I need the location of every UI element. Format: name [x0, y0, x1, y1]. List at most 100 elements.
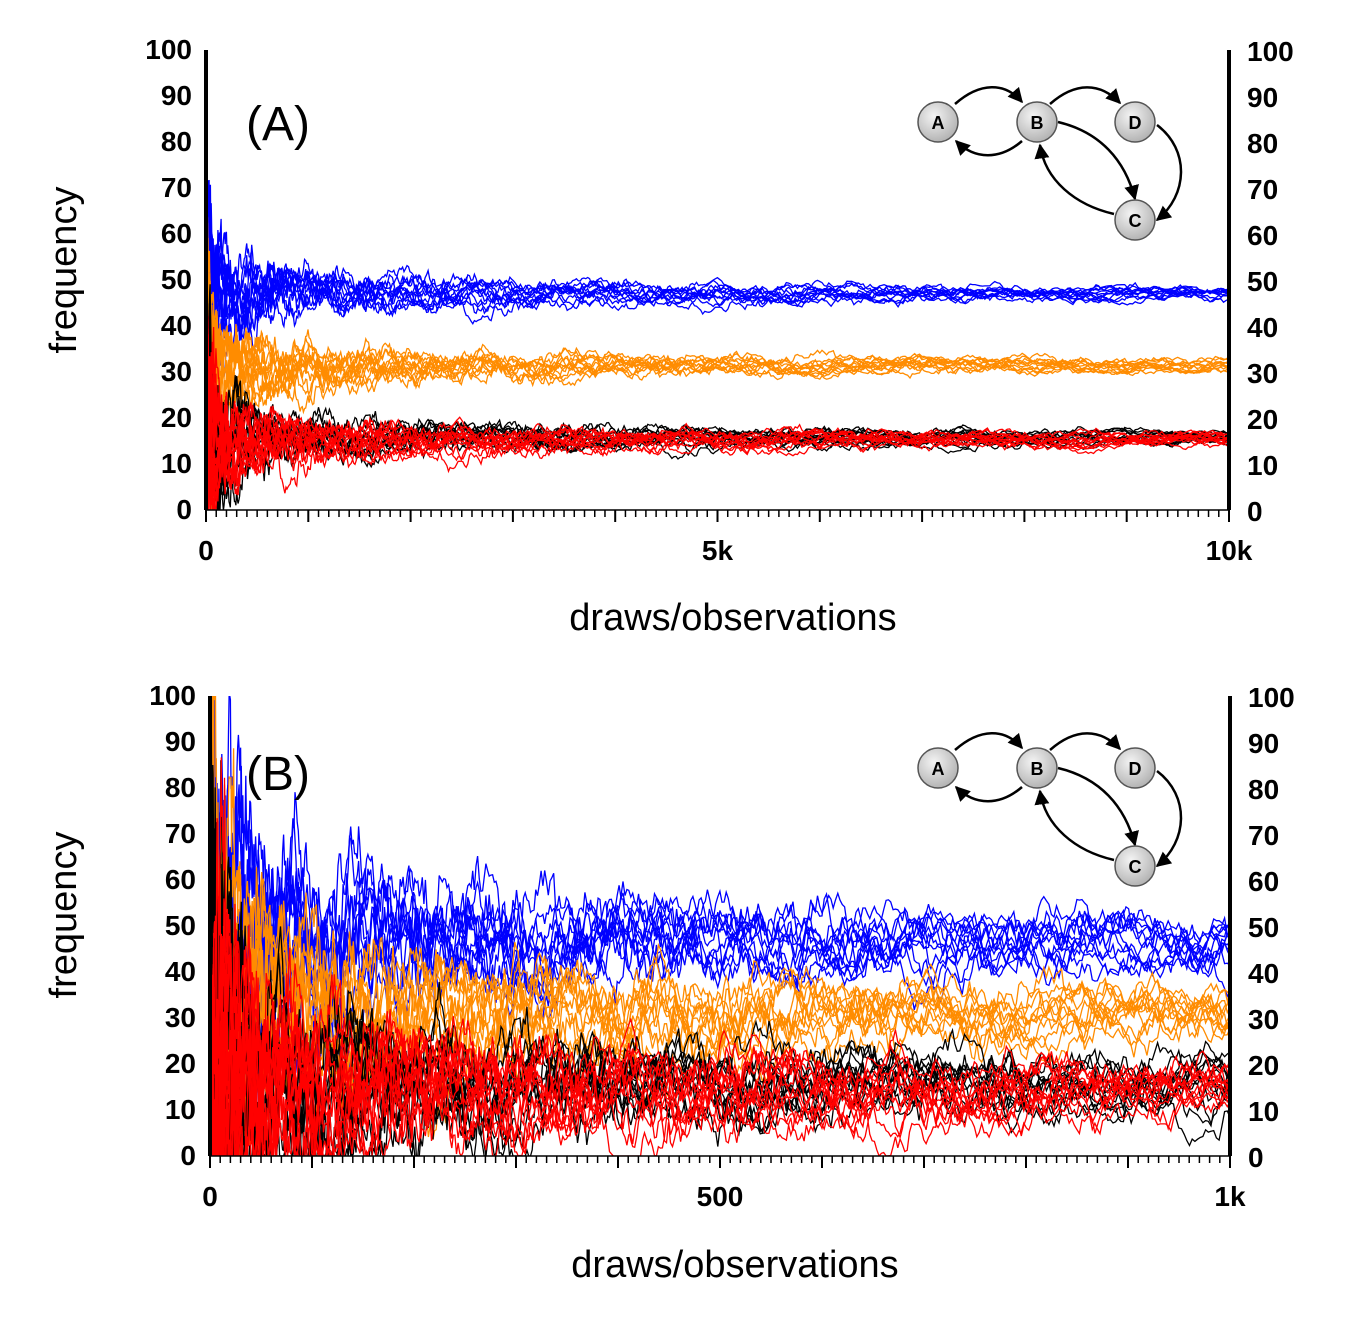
y-tick-label-right: 70	[1248, 820, 1279, 851]
y-tick-label-left: 70	[165, 818, 196, 849]
y-tick-label-left: 10	[161, 448, 192, 479]
node-c	[1114, 199, 1156, 241]
y-tick-label-right: 50	[1247, 266, 1278, 297]
node-a	[917, 747, 959, 789]
x-tick-label: 1k	[1214, 1181, 1246, 1212]
y-tick-label-right: 60	[1247, 220, 1278, 251]
y-tick-label-left: 50	[165, 910, 196, 941]
series-line	[206, 362, 1229, 510]
edge-b-a	[954, 785, 1023, 803]
panel-a-lines	[206, 50, 1229, 510]
y-tick-label-right: 90	[1247, 82, 1278, 113]
series-line	[210, 961, 1230, 1156]
series-line	[206, 271, 1229, 416]
y-tick-label-right: 10	[1247, 450, 1278, 481]
series-orange	[206, 136, 1229, 510]
node-a	[917, 101, 959, 143]
node-label-c: C	[1129, 857, 1142, 877]
node-label-b: B	[1031, 113, 1044, 133]
edge-b-c	[1057, 766, 1139, 847]
panel-a-network: A B C D	[917, 86, 1183, 241]
y-tick-label-right: 0	[1248, 1142, 1264, 1173]
series-line	[206, 210, 1229, 430]
series-line	[206, 312, 1229, 491]
series-line	[206, 195, 1229, 439]
series-line	[206, 235, 1229, 494]
series-red	[206, 198, 1229, 510]
y-tick-label-left: 90	[165, 726, 196, 757]
series-line	[210, 954, 1230, 1156]
series-line	[210, 879, 1230, 1156]
series-line	[206, 237, 1229, 510]
series-line	[206, 50, 1229, 360]
series-line	[206, 270, 1229, 510]
node-label-d: D	[1129, 759, 1142, 779]
edge-d-c	[1155, 124, 1183, 221]
edge-a-b	[954, 732, 1023, 751]
series-line	[210, 932, 1230, 1156]
node-label-a: A	[932, 113, 945, 133]
y-tick-label-left: 40	[161, 310, 192, 341]
y-tick-label-left: 30	[161, 356, 192, 387]
series-blue	[206, 50, 1229, 501]
y-tick-label-right: 30	[1248, 1004, 1279, 1035]
y-tick-label-right: 70	[1247, 174, 1278, 205]
y-tick-label-left: 80	[165, 772, 196, 803]
node-d	[1114, 101, 1156, 143]
series-line	[210, 915, 1230, 1156]
y-tick-label-right: 50	[1248, 912, 1279, 943]
y-tick-label-left: 0	[180, 1140, 196, 1171]
y-tick-label-left: 10	[165, 1094, 196, 1125]
x-tick-label: 500	[697, 1181, 744, 1212]
series-line	[206, 284, 1229, 510]
panel-a-label: (A)	[246, 98, 310, 151]
panel-a-xlabel: draws/observations	[569, 597, 896, 639]
y-tick-label-left: 100	[149, 680, 196, 711]
edge-b-d	[1049, 732, 1122, 751]
y-tick-label-left: 80	[161, 126, 192, 157]
series-line	[206, 215, 1229, 426]
y-tick-label-right: 20	[1247, 404, 1278, 435]
node-label-d: D	[1129, 113, 1142, 133]
node-label-b: B	[1031, 759, 1044, 779]
series-line	[206, 132, 1229, 368]
x-tick-label: 5k	[702, 535, 734, 566]
y-tick-label-left: 50	[161, 264, 192, 295]
y-tick-label-left: 40	[165, 956, 196, 987]
series-line	[206, 250, 1229, 431]
panel-b-label: (B)	[246, 748, 310, 801]
edge-a-b	[954, 86, 1023, 105]
edge-c-b	[1034, 143, 1115, 216]
series-line	[206, 303, 1229, 510]
series-line	[206, 315, 1229, 510]
panel-b-network: A B C D	[917, 732, 1183, 887]
y-tick-label-left: 0	[176, 494, 192, 525]
node-c	[1114, 845, 1156, 887]
y-tick-label-left: 30	[165, 1002, 196, 1033]
panel-a-ylabel: frequency	[43, 187, 85, 354]
x-tick-label: 10k	[1206, 535, 1253, 566]
y-tick-label-left: 100	[145, 34, 192, 65]
y-tick-label-left: 70	[161, 172, 192, 203]
edge-d-c	[1155, 770, 1183, 867]
y-tick-label-right: 100	[1247, 36, 1294, 67]
y-tick-label-right: 20	[1248, 1050, 1279, 1081]
y-tick-label-right: 100	[1248, 682, 1295, 713]
panel-b-xlabel: draws/observations	[571, 1244, 898, 1286]
series-line	[210, 896, 1230, 1156]
node-b	[1016, 747, 1058, 789]
series-line	[206, 136, 1229, 412]
y-tick-label-left: 20	[161, 402, 192, 433]
y-tick-label-right: 90	[1248, 728, 1279, 759]
series-line	[210, 757, 1230, 1156]
series-line	[206, 174, 1229, 347]
series-line	[206, 352, 1229, 510]
series-red	[210, 757, 1230, 1156]
node-b	[1016, 101, 1058, 143]
y-tick-label-right: 10	[1248, 1096, 1279, 1127]
